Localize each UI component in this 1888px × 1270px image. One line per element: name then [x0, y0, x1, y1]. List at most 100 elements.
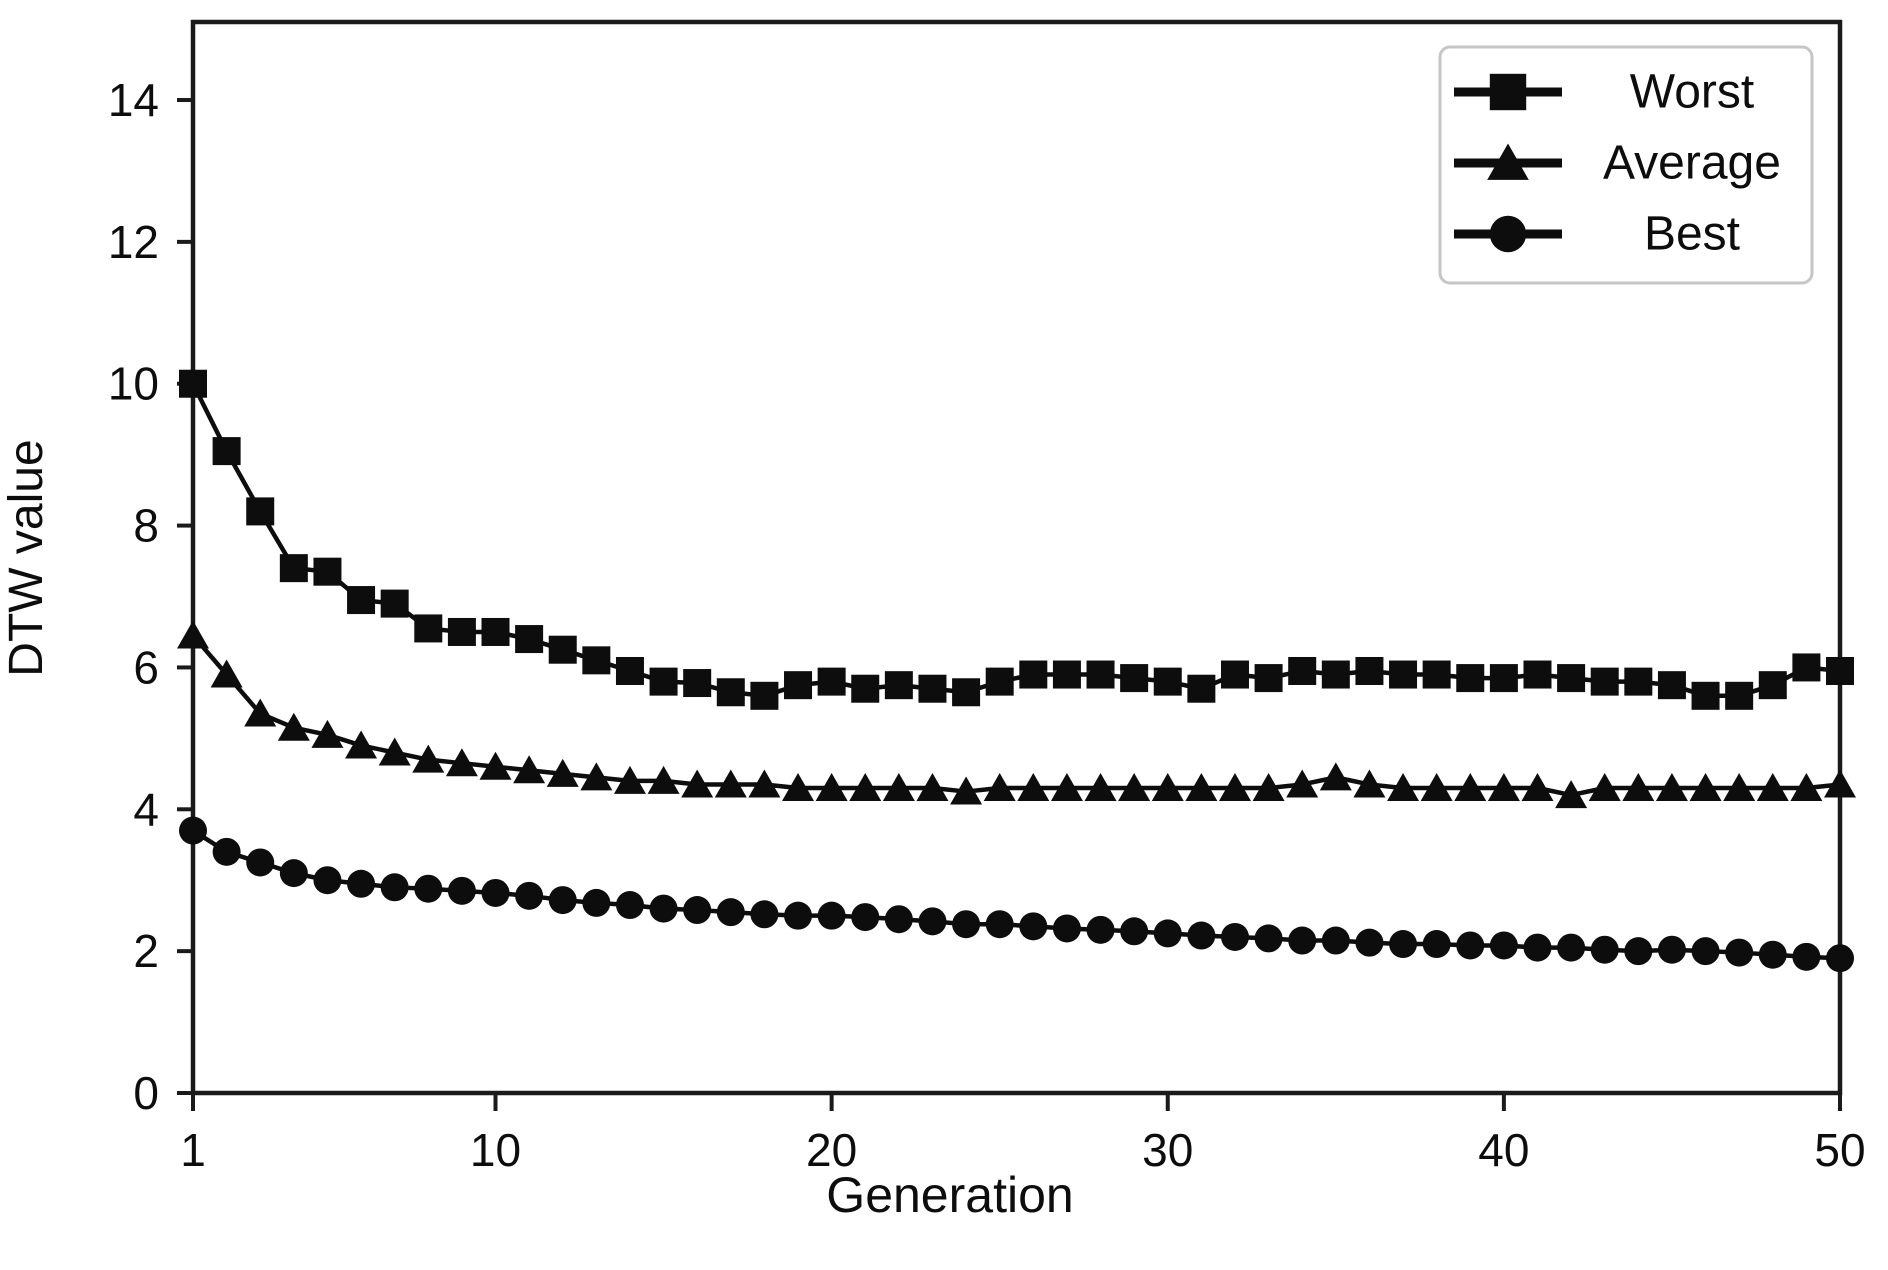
legend-triangle-marker: [1487, 143, 1529, 180]
series-average-triangle-marker: [1756, 773, 1789, 802]
series-average-triangle-marker: [1723, 773, 1756, 802]
legend: Worst Average Best: [1438, 45, 1814, 285]
series-best-circle-marker: [515, 881, 544, 910]
series-worst-square-marker: [1657, 671, 1686, 700]
legend-square-marker: [1489, 73, 1527, 111]
series-average-triangle-marker: [177, 620, 209, 649]
series-average-triangle-marker: [1252, 773, 1285, 802]
series-best-circle-marker: [481, 878, 510, 907]
series-worst-square-marker: [1557, 664, 1586, 693]
series-average-triangle-marker: [983, 773, 1016, 802]
series-worst-square-marker: [1523, 660, 1552, 689]
plot-border: [190, 19, 1843, 1096]
series-average-triangle-marker: [1420, 773, 1453, 802]
series-best-circle-marker: [1153, 919, 1182, 948]
legend-entry-average: Average: [1454, 137, 1781, 190]
x-tick-label: 10: [470, 1124, 521, 1176]
series-best-circle-marker: [1187, 921, 1216, 950]
series-average-triangle-marker: [378, 737, 411, 766]
series-average-triangle-marker: [311, 719, 344, 748]
series-worst-square-marker: [784, 671, 813, 700]
series-worst-square-marker: [817, 667, 846, 696]
series-best-circle-marker: [414, 874, 443, 903]
series-average-triangle-marker: [210, 659, 243, 688]
series-best-circle-marker: [615, 891, 644, 920]
series-worst-square-marker: [447, 617, 476, 646]
series-worst-square-marker: [1422, 660, 1451, 689]
series-worst-square-marker: [179, 369, 207, 398]
series-average-triangle-marker: [1218, 773, 1251, 802]
series-best-circle-marker: [985, 910, 1014, 939]
series-worst-square-marker: [1288, 656, 1317, 685]
series-worst-square-marker: [279, 554, 308, 583]
series-worst-square-marker: [347, 586, 376, 615]
series-average-triangle-marker: [714, 769, 747, 798]
series-best-circle-marker: [1657, 935, 1686, 964]
y-tick-label: 0: [133, 1067, 159, 1119]
series-average-triangle-marker: [1655, 773, 1688, 802]
series-worst-square-marker: [1691, 681, 1720, 710]
series-best-circle-marker: [212, 837, 241, 866]
series-worst-square-marker: [212, 437, 241, 466]
series-best-circle-marker: [380, 873, 409, 902]
series-best-circle-marker: [750, 900, 779, 929]
series-worst-square-marker: [414, 614, 443, 643]
series-best-circle-marker: [1052, 914, 1081, 943]
series-average-triangle-marker: [1824, 769, 1856, 798]
series-best-circle-marker: [1691, 937, 1720, 966]
series-worst-square-marker: [1389, 660, 1418, 689]
series-worst-square-marker: [1355, 656, 1384, 685]
series-worst-square-marker: [481, 617, 510, 646]
y-tick-label: 4: [133, 783, 159, 835]
series-average-triangle-marker: [277, 712, 310, 741]
series-best-circle-marker: [1355, 928, 1384, 957]
series-average-triangle-marker: [1151, 773, 1184, 802]
series-average-triangle-marker: [1689, 773, 1722, 802]
series-average-triangle-marker: [244, 698, 277, 727]
series-worst-square-marker: [313, 557, 342, 586]
series-worst-square-marker: [380, 589, 409, 618]
y-tick-label: 8: [133, 500, 159, 552]
series-average-triangle-marker: [1487, 773, 1520, 802]
series-average-triangle-marker: [748, 769, 781, 798]
series-best-circle-marker: [1288, 926, 1317, 955]
series-worst-square-marker: [918, 674, 947, 703]
y-tick-label: 10: [108, 358, 159, 410]
series-worst-square-marker: [1826, 656, 1854, 685]
series-average-triangle-marker: [1790, 773, 1823, 802]
y-tick-label: 6: [133, 641, 159, 693]
x-axis-label: Generation: [826, 1167, 1073, 1223]
x-tick-label: 1: [180, 1124, 206, 1176]
series-worst-square-marker: [1019, 660, 1048, 689]
series-average-triangle-marker: [1454, 773, 1487, 802]
series-worst-square-marker: [716, 678, 745, 707]
series-worst-square-marker: [1758, 671, 1787, 700]
series-best-circle-marker: [1489, 931, 1518, 960]
series-best-circle-marker: [1220, 922, 1249, 951]
series-best-circle-marker: [884, 905, 913, 934]
series-average-triangle-marker: [513, 755, 546, 784]
series-worst-square-marker: [750, 681, 779, 710]
series-average-triangle-marker: [849, 773, 882, 802]
series-best-circle-marker: [1826, 944, 1854, 973]
series-best-circle-marker: [347, 869, 376, 898]
series-average-triangle-marker: [546, 758, 579, 787]
series-best-circle-marker: [179, 816, 207, 845]
series-average-triangle-marker: [1319, 762, 1352, 791]
series-best-circle-marker: [1019, 912, 1048, 941]
series-worst-square-marker: [884, 671, 913, 700]
series-worst-square-marker: [649, 667, 678, 696]
series-best-circle-marker: [582, 888, 611, 917]
series-best-circle-marker: [1422, 930, 1451, 959]
series-worst-square-marker: [1187, 674, 1216, 703]
series-worst-square-marker: [1052, 660, 1081, 689]
series-best-circle-marker: [1321, 926, 1350, 955]
series-average-triangle-marker: [950, 776, 983, 805]
series-average-triangle-marker: [1387, 773, 1420, 802]
series-average-triangle-marker: [1050, 773, 1083, 802]
legend-entry-worst: Worst: [1454, 66, 1754, 119]
series-best-circle-marker: [1389, 930, 1418, 959]
series-best-circle-marker: [246, 848, 275, 877]
series-worst-square-marker: [1725, 681, 1754, 710]
